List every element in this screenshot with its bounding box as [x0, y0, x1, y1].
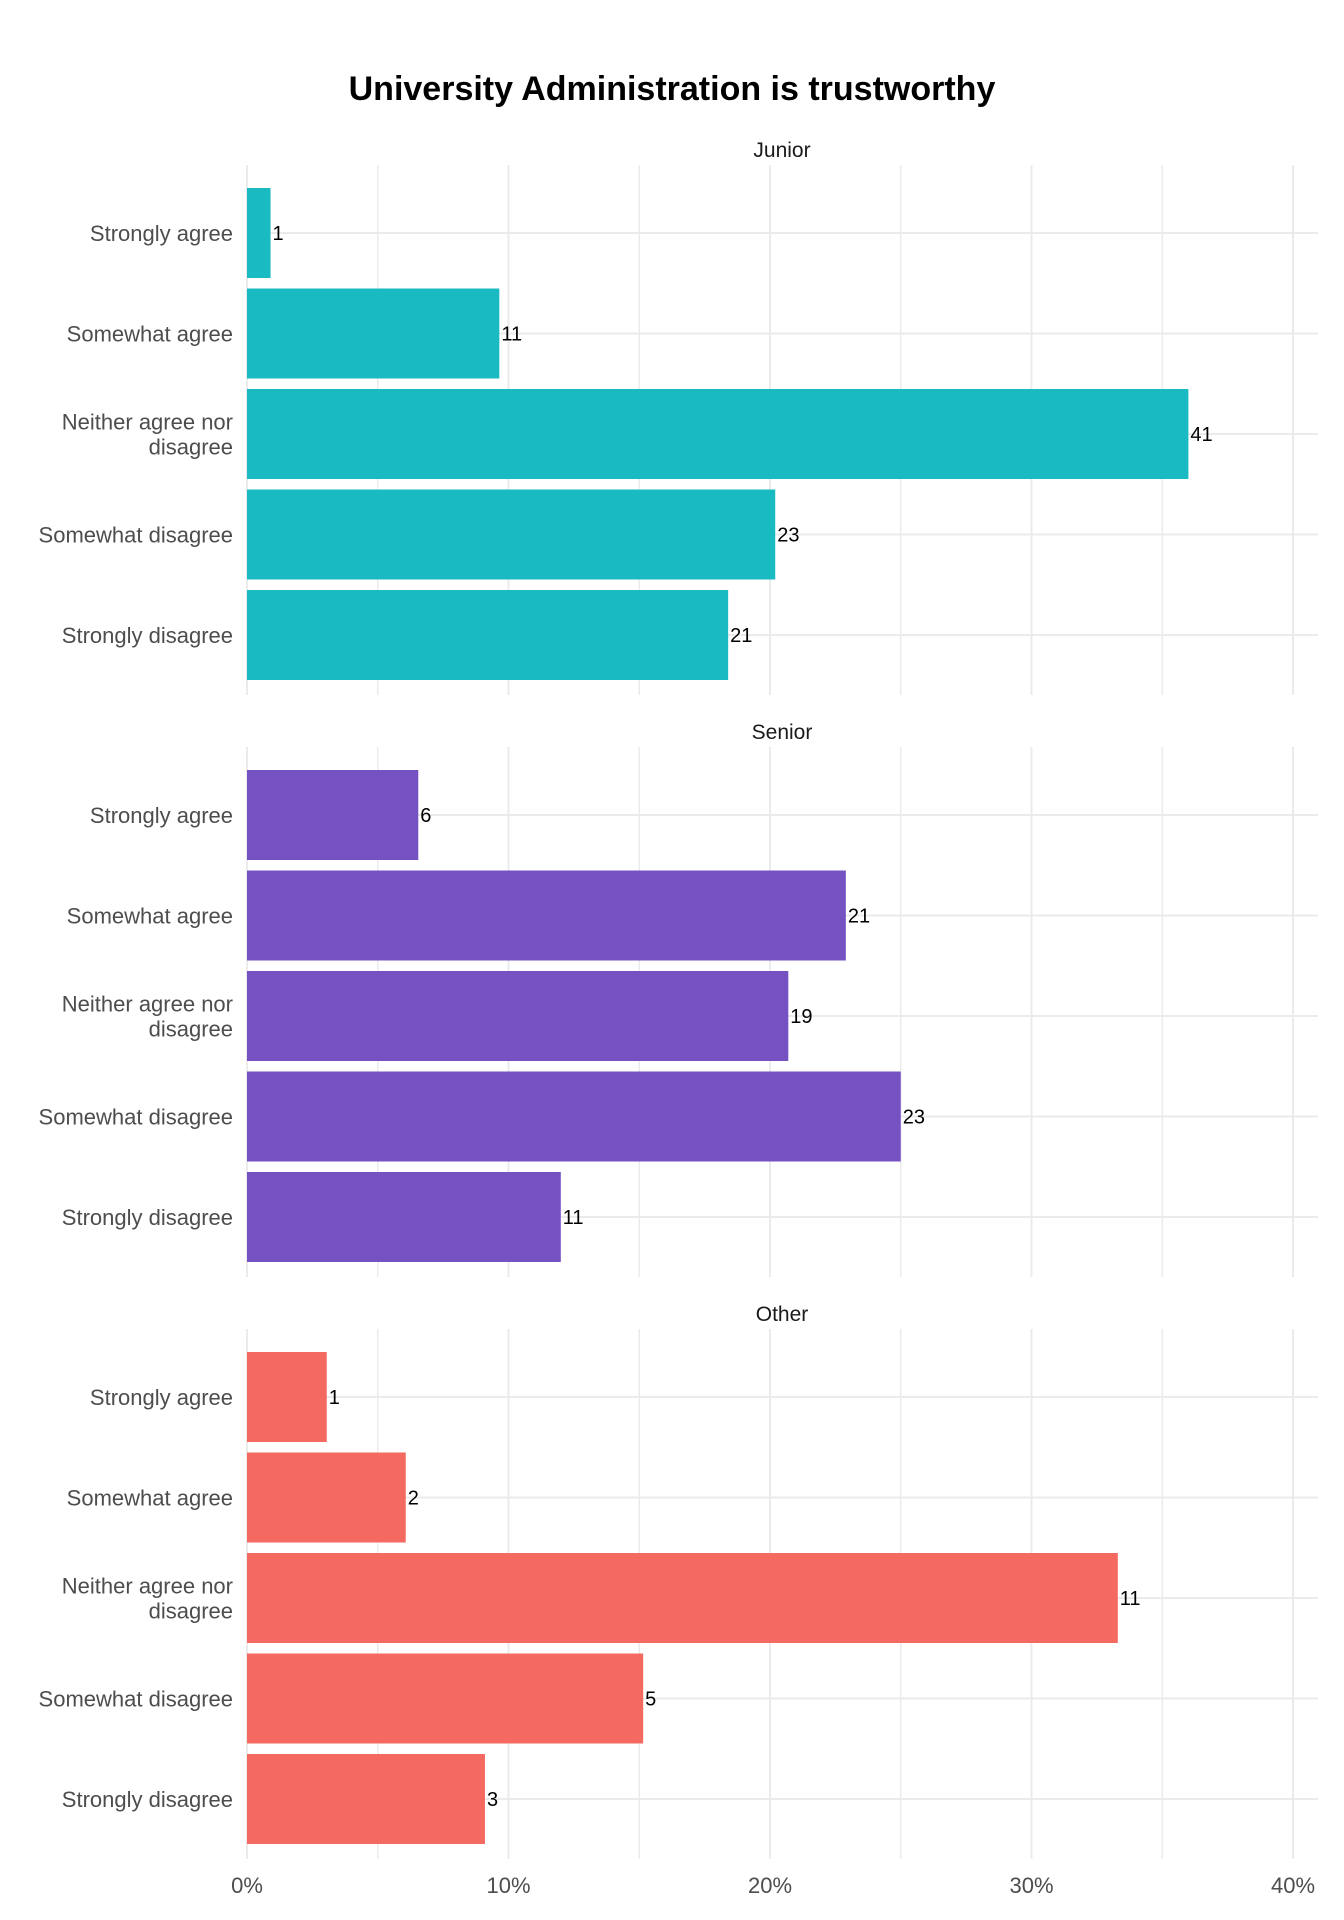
data-label: 41: [1190, 424, 1212, 446]
facet-label: Other: [756, 1303, 809, 1326]
category-label: Somewhat agree: [67, 322, 233, 347]
bar: [247, 389, 1189, 479]
category-label: Strongly agree: [90, 1385, 233, 1410]
bar: [247, 1071, 901, 1162]
category-label: Neither agree nor disagree: [62, 1574, 233, 1624]
x-tick-label: 40%: [1271, 1873, 1315, 1898]
category-label: Somewhat agree: [67, 1486, 233, 1511]
x-tick-label: 0%: [231, 1873, 263, 1898]
chart-title: University Administration is trustworthy: [348, 70, 996, 108]
data-label: 3: [487, 1789, 498, 1811]
bar: [247, 188, 271, 278]
facet-panel-senior: Senior 6 Strongly agree 21 Somewhat agree 19 N…: [39, 721, 1318, 1277]
bar: [247, 971, 789, 1061]
category-label: Strongly agree: [90, 803, 233, 828]
data-label: 1: [273, 223, 284, 245]
bar: [247, 590, 729, 680]
x-tick-label: 20%: [748, 1873, 792, 1898]
category-label: Strongly disagree: [62, 623, 233, 648]
category-label: Neither agree nor disagree: [62, 992, 233, 1042]
x-tick-label: 10%: [486, 1873, 530, 1898]
facet-panel-junior: Junior 1 Strongly agree 11 Somewhat agree 41 N…: [39, 139, 1318, 695]
category-label: Somewhat agree: [67, 904, 233, 929]
bar: [247, 870, 846, 961]
data-label: 21: [730, 625, 752, 647]
bar: [247, 1754, 485, 1844]
x-tick-label: 30%: [1009, 1873, 1053, 1898]
data-label: 5: [645, 1689, 656, 1711]
facet-panel-other: Other 1 Strongly agree 2 Somewhat agree 11 Nei…: [39, 1303, 1318, 1859]
bar: [247, 1553, 1118, 1643]
category-label: Somewhat disagree: [39, 1105, 233, 1130]
data-label: 11: [501, 324, 522, 346]
category-label: Neither agree nor disagree: [62, 410, 233, 460]
facet-label: Senior: [752, 721, 813, 744]
bar: [247, 489, 776, 580]
data-label: 23: [777, 525, 799, 547]
bar: [247, 1653, 644, 1744]
bar: [247, 1452, 406, 1543]
category-label: Strongly disagree: [62, 1787, 233, 1812]
category-label: Somewhat disagree: [39, 1687, 233, 1712]
data-label: 1: [329, 1387, 340, 1409]
data-label: 11: [1120, 1588, 1141, 1610]
category-label: Strongly agree: [90, 221, 233, 246]
data-label: 2: [408, 1488, 419, 1510]
data-label: 19: [790, 1006, 812, 1028]
category-label: Somewhat disagree: [39, 523, 233, 548]
data-label: 23: [903, 1107, 925, 1129]
data-label: 6: [420, 805, 431, 827]
bar: [247, 1352, 327, 1442]
data-label: 21: [848, 906, 870, 928]
bar: [247, 288, 500, 379]
data-label: 11: [563, 1207, 584, 1229]
bar: [247, 770, 419, 860]
bar: [247, 1172, 561, 1262]
category-label: Strongly disagree: [62, 1205, 233, 1230]
facet-label: Junior: [753, 139, 810, 162]
